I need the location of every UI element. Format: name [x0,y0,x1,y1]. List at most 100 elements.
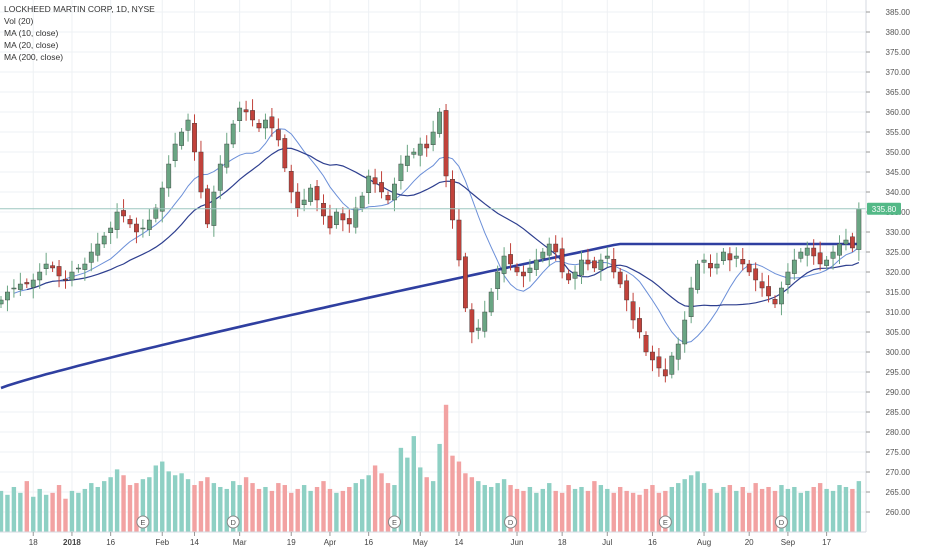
legend-ma10[interactable]: MA (10, close) [4,28,59,38]
volume-bar [218,486,223,532]
legend-ma200[interactable]: MA (200, close) [4,52,64,62]
volume-bar [63,498,68,532]
volume-bar [727,485,733,532]
candle-body [527,267,533,273]
candle-body [308,187,313,202]
volume-bar [192,485,197,532]
y-tick-label: 295.00 [886,368,911,377]
volume-bar [89,483,94,532]
volume-bar [405,457,410,532]
y-tick-label: 375.00 [886,48,911,57]
candle-body [411,151,417,155]
volume-bar [211,483,217,532]
candle-body [327,215,333,229]
candle-body [366,175,372,193]
legend-ma20[interactable]: MA (20, close) [4,40,59,50]
volume-bar [811,486,816,532]
volume-bar [263,486,268,532]
candle-body [56,266,62,277]
volume-bar [579,486,584,532]
volume-bar [611,492,616,532]
volume-bar [398,447,404,532]
candle-body [721,251,726,262]
y-tick-label: 320.00 [886,268,911,277]
candle-body [301,199,307,205]
candle-body [811,247,817,257]
y-tick-label: 305.00 [886,328,911,337]
volume-bar [282,485,287,532]
x-tick-label: 20 [745,538,754,547]
volume-bar [772,490,778,532]
volume-bar [624,490,629,532]
volume-bar [708,488,713,532]
volume-bar [327,488,333,532]
volume-bar [160,461,165,532]
volume-bar [450,455,455,532]
volume-bar [598,485,604,532]
last-price-label: 335.80 [872,205,897,214]
legend-symbol[interactable]: LOCKHEED MARTIN CORP, 1D, NYSE [4,4,155,14]
candle-body [521,271,526,277]
candle-body [650,351,655,361]
volume-bar [643,488,649,532]
volume-bar [289,492,294,532]
candle-body [166,163,172,189]
volume-bar [140,479,146,532]
volume-bar [43,494,49,532]
y-tick-label: 265.00 [886,488,911,497]
volume-bar [276,483,281,532]
ma200-line [0,242,859,390]
y-tick-label: 280.00 [886,428,911,437]
y-tick-label: 300.00 [886,348,911,357]
candle-body [340,213,346,221]
candle-body [559,248,565,273]
volume-bar [56,485,62,532]
ma10-line [13,128,860,344]
x-tick-label: 19 [287,538,296,547]
candle-body [159,187,165,212]
volume-bar [411,436,416,532]
candle-body [675,343,681,360]
x-tick-label: Aug [697,538,711,547]
event-marker-label: D [508,518,514,527]
y-tick-label: 370.00 [886,68,911,77]
event-marker [504,515,518,529]
volume-bar [463,473,468,532]
candle-body [5,291,10,301]
event-marker [136,515,150,529]
candle-body [772,299,778,305]
candle-body [791,259,797,274]
volume-bar [630,492,636,532]
volume-bar [379,473,384,532]
legend-volume[interactable]: Vol (20) [4,16,34,26]
x-tick-label: 16 [106,538,115,547]
volume-bar [269,490,275,532]
x-tick-label: Mar [233,538,247,547]
volume-bar [31,496,36,532]
volume-bar [340,490,346,532]
volume-bar [566,485,571,532]
candle-body [95,243,101,256]
volume-bar [721,486,726,532]
candle-body [127,218,133,225]
candle-body [540,251,546,259]
candle-body [617,271,623,285]
volume-bar [231,481,236,532]
volume-bar [734,490,739,532]
candle-body [514,267,520,273]
candle-body [75,267,81,270]
candle-body [30,279,36,288]
volume-bar [482,485,487,532]
volume-bar [295,488,300,532]
last-price-tag [867,202,901,215]
volume-bar [334,492,339,532]
candle-body [682,319,688,345]
candle-body [753,268,759,281]
candle-body [566,273,572,281]
volume-bar [740,486,745,532]
volume-bar [824,488,829,532]
volume-bar [166,471,171,532]
volume-bar [592,481,597,532]
